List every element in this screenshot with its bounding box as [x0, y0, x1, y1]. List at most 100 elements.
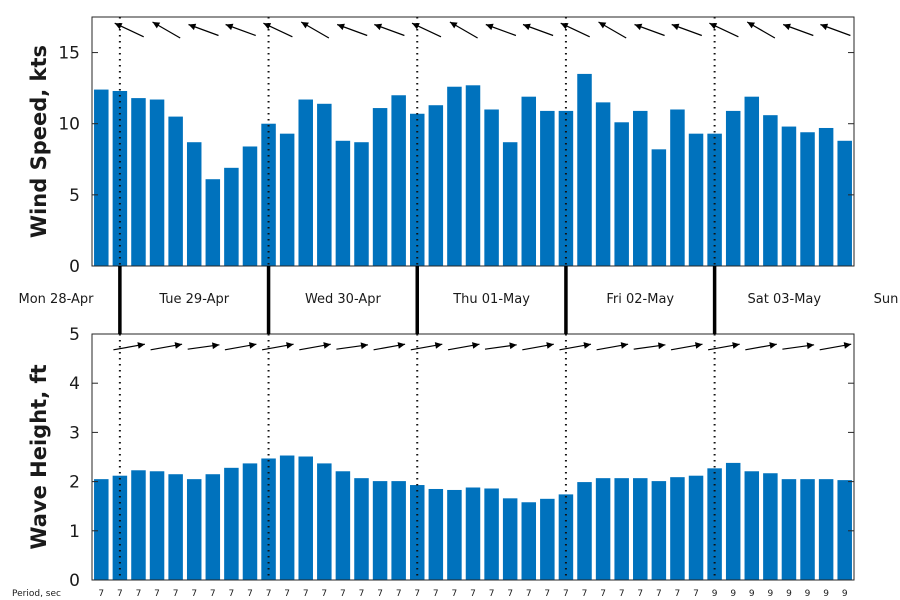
wind-bar: [224, 167, 239, 266]
wave-direction-arrow: [596, 342, 629, 351]
wave-direction-arrow: [447, 342, 480, 351]
wind-direction-arrow: [782, 23, 814, 37]
wind-bar: [131, 98, 146, 266]
wave-direction-arrow: [150, 342, 183, 351]
period-value: 7: [173, 589, 179, 599]
wind-bar: [242, 146, 258, 266]
period-value: 7: [582, 589, 588, 599]
wave-direction-arrow: [782, 342, 815, 350]
wind-bar: [410, 113, 425, 266]
wave-bar: [484, 488, 499, 580]
wind-direction-arrow: [300, 21, 330, 39]
wind-bar: [558, 110, 574, 266]
wind-bar: [725, 110, 741, 266]
period-value: 9: [805, 589, 811, 599]
wind-bar: [391, 95, 406, 266]
wave-bar: [205, 474, 221, 580]
period-value: 7: [693, 589, 699, 599]
wind-direction-arrow: [709, 22, 739, 38]
wave-bar: [298, 456, 313, 580]
wave-bar: [94, 479, 109, 580]
wind-direction-arrow: [560, 22, 590, 38]
wave-ytick-label: 4: [69, 374, 80, 394]
wave-bar: [168, 474, 183, 580]
wind-bar: [763, 115, 778, 267]
wind-bar: [502, 142, 518, 266]
period-value: 7: [414, 589, 420, 599]
wave-bar: [744, 471, 760, 580]
wave-bar: [112, 475, 128, 580]
wave-bar: [335, 471, 351, 580]
period-value: 7: [303, 589, 309, 599]
day-label: Wed 30-Apr: [305, 292, 382, 307]
wind-speed-panel: 0 5 10 15 Wind Speed, kts: [27, 16, 855, 277]
wave-direction-arrow: [745, 342, 777, 351]
wind-bar: [317, 103, 332, 266]
period-value: 7: [117, 589, 123, 599]
wave-bar: [224, 467, 239, 580]
wind-ytick-label: 0: [69, 257, 80, 277]
wave-bar: [595, 478, 611, 580]
wind-bar: [428, 105, 444, 266]
wave-bar: [447, 489, 462, 580]
wind-bar: [800, 132, 815, 266]
period-value: 9: [712, 589, 718, 599]
day-label: Tue 29-Apr: [158, 292, 229, 307]
wind-direction-arrow: [522, 23, 554, 37]
period-value: 7: [433, 589, 439, 599]
period-value: 7: [284, 589, 290, 599]
wave-bar: [800, 479, 815, 580]
day-label: Mon 28-Apr: [19, 292, 95, 307]
wind-direction-arrow: [152, 21, 181, 39]
period-value: 7: [396, 589, 402, 599]
period-value: 9: [786, 589, 792, 599]
period-value: 9: [842, 589, 848, 599]
period-value: 9: [768, 589, 774, 599]
wind-axes-frame: [91, 16, 855, 267]
day-label: Sat 03-May: [748, 292, 822, 307]
period-value: 7: [229, 589, 235, 599]
wave-axes-frame: [91, 333, 855, 581]
wind-direction-arrow: [634, 23, 665, 37]
wind-bar: [521, 96, 537, 267]
wave-direction-arrow: [410, 342, 443, 351]
wind-direction-arrow: [374, 23, 405, 37]
period-value: 7: [340, 589, 346, 599]
wave-bar: [186, 479, 202, 580]
wave-direction-arrow: [522, 342, 554, 351]
wave-direction-arrow: [559, 342, 592, 351]
wave-direction-arrow: [224, 342, 257, 351]
period-label: Period, sec: [12, 589, 61, 599]
wave-bar: [372, 481, 388, 580]
wave-bar: [502, 498, 518, 580]
wave-ytick-label: 5: [69, 325, 80, 345]
wave-bar: [149, 471, 165, 580]
wave-bar: [261, 458, 276, 580]
period-value: 7: [470, 589, 476, 599]
period-value: 9: [730, 589, 736, 599]
period-value: 7: [321, 589, 327, 599]
wind-bar: [372, 108, 388, 266]
wave-bar: [725, 462, 741, 580]
period-value: 7: [656, 589, 662, 599]
wind-bar: [112, 90, 128, 267]
period-value: 7: [675, 589, 681, 599]
wind-direction-arrow: [820, 23, 851, 37]
wave-direction-arrow: [670, 342, 703, 351]
wave-direction-arrow: [261, 342, 294, 351]
wave-bar: [242, 463, 258, 580]
period-value: 7: [98, 589, 104, 599]
wave-ytick-label: 0: [69, 571, 80, 591]
wind-bar: [818, 127, 834, 266]
wind-bar: [651, 149, 667, 266]
period-value: 7: [544, 589, 550, 599]
wave-bar: [670, 477, 685, 580]
period-value: 7: [191, 589, 197, 599]
wave-direction-arrow: [373, 342, 406, 351]
wave-direction-arrow: [707, 342, 740, 351]
wind-direction-arrow: [449, 21, 478, 39]
wind-direction-arrow: [114, 22, 144, 38]
day-label: Fri 02-May: [606, 292, 674, 307]
wind-bar: [781, 126, 797, 266]
wind-bar: [168, 116, 183, 266]
